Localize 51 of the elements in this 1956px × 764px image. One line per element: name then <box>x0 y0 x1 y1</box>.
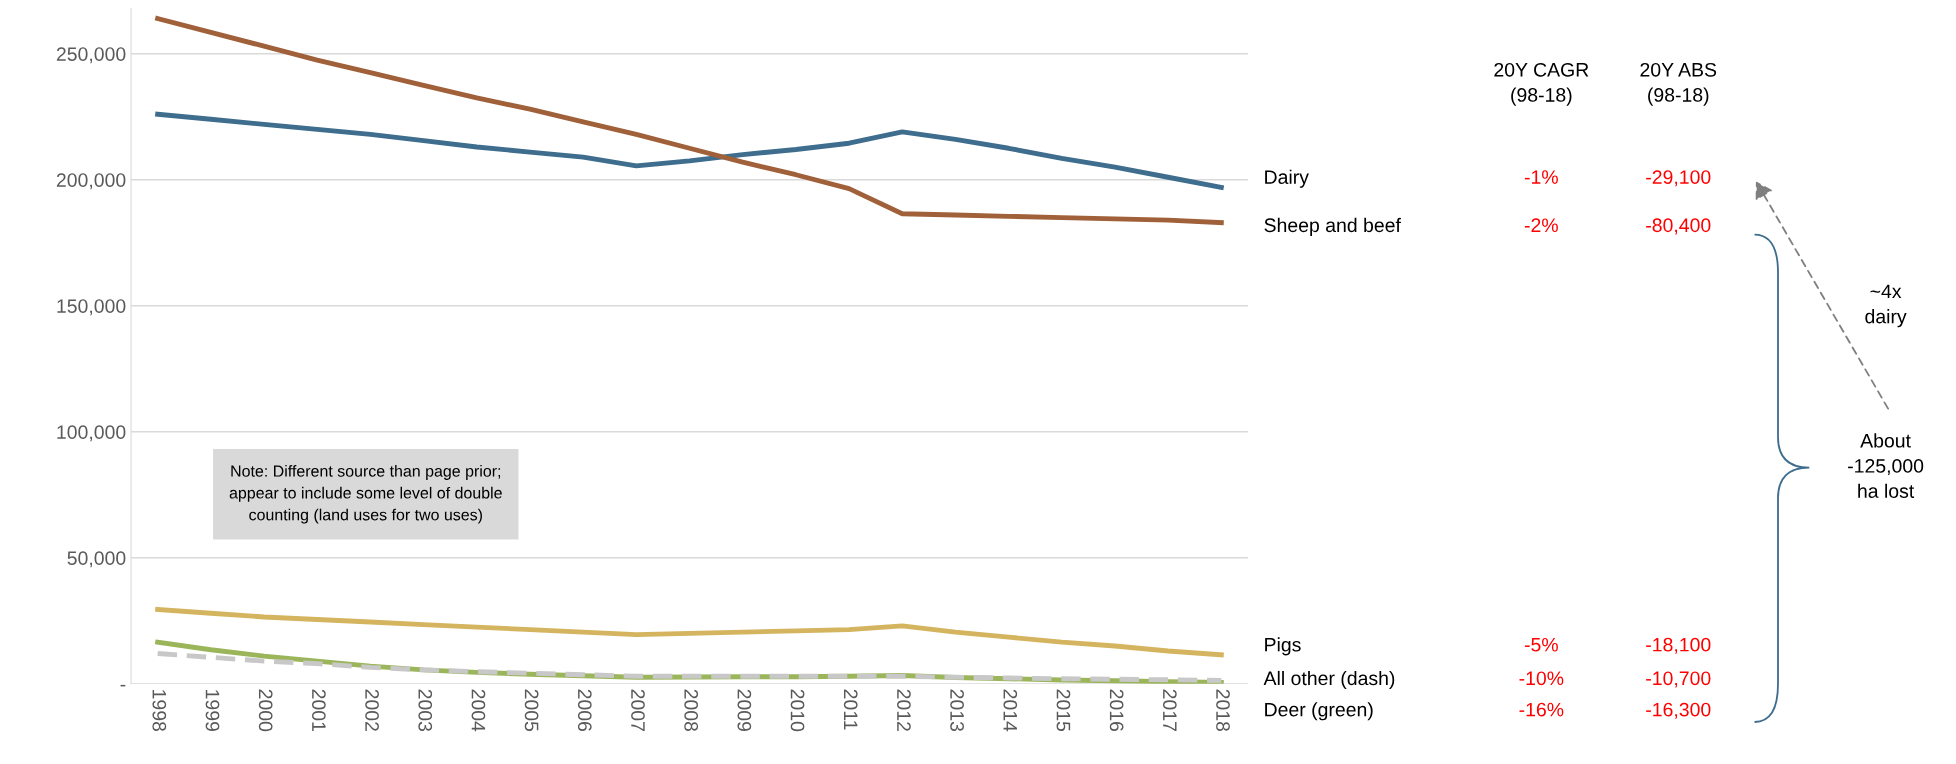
y-tick-label: 100,000 <box>57 425 126 442</box>
x-tick-label: 2018 <box>1216 689 1230 732</box>
text: 20Y CAGR (98-18) <box>1494 62 1589 106</box>
text: -1% <box>1524 170 1558 184</box>
x-tick-label: 1998 <box>152 690 167 732</box>
text: Deer (green) <box>1265 702 1373 721</box>
y-tick-label: 50,000 <box>67 551 126 568</box>
x-tick-label: 2001 <box>311 689 326 731</box>
x-tick-label: 2015 <box>1056 689 1071 732</box>
text: -16,300 <box>1646 702 1711 719</box>
y-tick-label: - <box>120 684 126 687</box>
text: -29,100 <box>1646 170 1711 187</box>
x-tick-label: 2010 <box>790 689 805 732</box>
x-tick-label: 2003 <box>418 689 433 732</box>
text: -18,100 <box>1646 637 1711 654</box>
line-series <box>155 651 1224 683</box>
text: About -125,000 ha lost <box>1848 433 1924 498</box>
x-tick-label: 2007 <box>631 689 645 731</box>
x-tick-label: 2008 <box>684 689 699 732</box>
x-tick-label: 2012 <box>897 689 911 731</box>
y-tick-label: 200,000 <box>56 173 126 190</box>
text: -80,400 <box>1646 218 1711 235</box>
x-tick-label: 2017 <box>1162 689 1177 731</box>
line-series <box>155 111 1224 190</box>
x-tick-label: 2014 <box>1003 689 1018 732</box>
text: -10,700 <box>1646 671 1711 688</box>
text: Sheep and beef <box>1264 217 1401 236</box>
x-tick-label: 2006 <box>577 689 592 732</box>
x-tick-label: 2002 <box>365 689 379 731</box>
x-tick-label: 2000 <box>258 689 273 732</box>
text: -10% <box>1519 671 1564 686</box>
text: ~4x dairy <box>1865 284 1907 328</box>
y-tick-label: 250,000 <box>56 47 126 64</box>
line-series <box>155 16 1224 226</box>
line-series <box>155 607 1224 658</box>
text: 20Y ABS (98-18) <box>1640 62 1717 106</box>
annotation: Note: Different source than page prior; appear to include some level of double counting (land uses for two uses) <box>229 465 502 524</box>
x-tick-label: 1999 <box>205 690 220 731</box>
x-tick-label: 2011 <box>843 689 858 730</box>
y-tick-label: 150,000 <box>57 299 126 316</box>
x-tick-label: 2016 <box>1109 689 1124 732</box>
x-tick-label: 2005 <box>524 689 539 732</box>
text: Pigs <box>1265 637 1301 656</box>
text: Dairy <box>1265 169 1309 188</box>
x-tick-label: 2004 <box>471 689 486 732</box>
text: -16% <box>1519 702 1564 717</box>
x-tick-label: 2009 <box>737 689 752 731</box>
text: All other (dash) <box>1263 670 1395 690</box>
text: -5% <box>1524 637 1558 652</box>
x-tick-label: 2013 <box>950 689 964 732</box>
text: -2% <box>1524 218 1558 233</box>
